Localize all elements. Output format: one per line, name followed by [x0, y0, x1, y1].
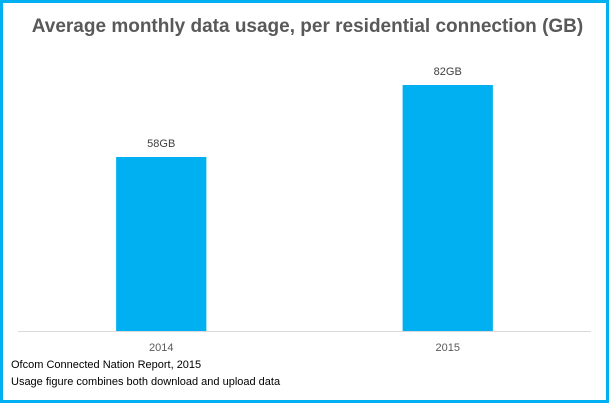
footer-source: Ofcom Connected Nation Report, 2015 [11, 359, 202, 371]
x-tick-label-2014: 2014 [149, 342, 173, 354]
footer-note: Usage figure combines both download and … [11, 376, 281, 388]
bar-2015 [402, 85, 493, 331]
chart-title: Average monthly data usage, per resident… [31, 16, 584, 37]
bar-2014 [116, 157, 207, 331]
data-label-2015: 82GB [434, 66, 462, 78]
data-label-2014: 58GB [147, 138, 175, 150]
x-tick-label-2015: 2015 [436, 342, 460, 354]
